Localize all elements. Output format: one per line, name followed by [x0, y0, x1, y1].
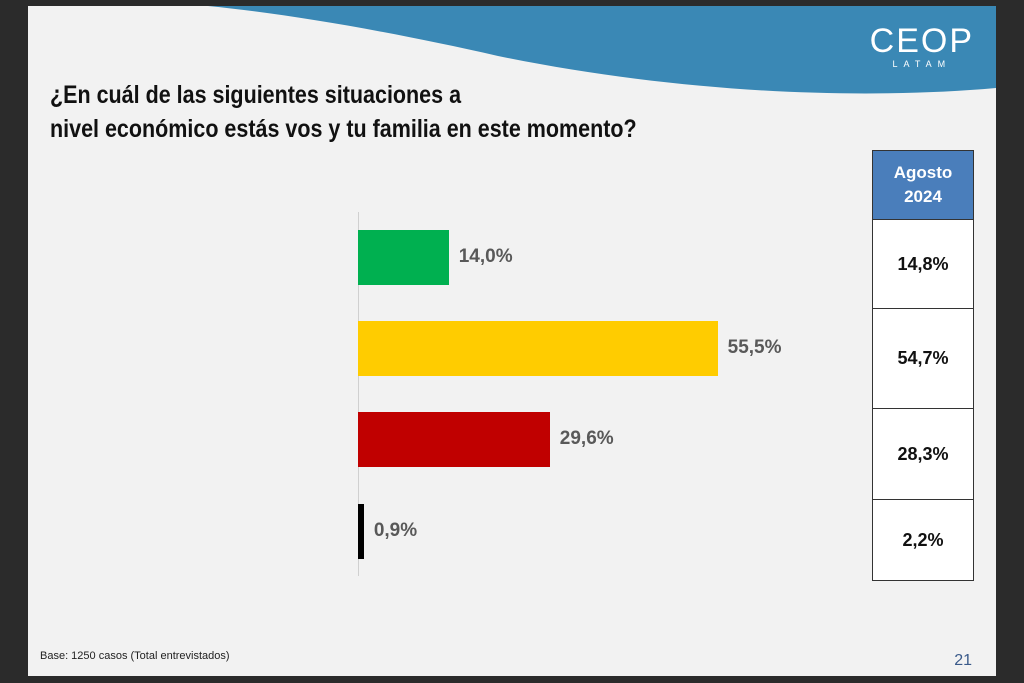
comparison-cell: 54,7% [872, 308, 974, 409]
data-label: 55,5% [727, 337, 782, 358]
data-label: 29,6% [559, 428, 614, 449]
chart-axis [358, 212, 359, 576]
comparison-table: Agosto 2024 14,8% 54,7% 28,3% 2,2% [872, 150, 974, 581]
page-title: ¿En cuál de las siguientes situaciones a… [50, 78, 637, 146]
bar [358, 230, 449, 285]
bar [358, 321, 718, 376]
header-wave [208, 6, 996, 94]
slide: CEOP LATAM ¿En cuál de las siguientes si… [28, 6, 996, 676]
header-year: 2024 [904, 187, 942, 206]
bar [358, 412, 550, 467]
data-label: 14,0% [458, 246, 513, 267]
page-number: 21 [954, 652, 972, 669]
title-line-2: nivel económico estás vos y tu familia e… [50, 115, 637, 143]
ceop-logo: CEOP LATAM [870, 22, 974, 69]
comparison-header: Agosto 2024 [872, 150, 974, 220]
logo-sub: LATAM [892, 59, 952, 69]
data-label: 0,9% [373, 520, 418, 541]
comparison-cell: 14,8% [872, 219, 974, 309]
header-month: Agosto [893, 163, 953, 182]
comparison-cell: 28,3% [872, 408, 974, 500]
comparison-cell: 2,2% [872, 499, 974, 581]
base-note: Base: 1250 casos (Total entrevistados) [40, 650, 230, 662]
logo-main: CEOP [869, 22, 974, 60]
title-line-1: ¿En cuál de las siguientes situaciones a [50, 81, 462, 109]
bar [358, 504, 364, 559]
